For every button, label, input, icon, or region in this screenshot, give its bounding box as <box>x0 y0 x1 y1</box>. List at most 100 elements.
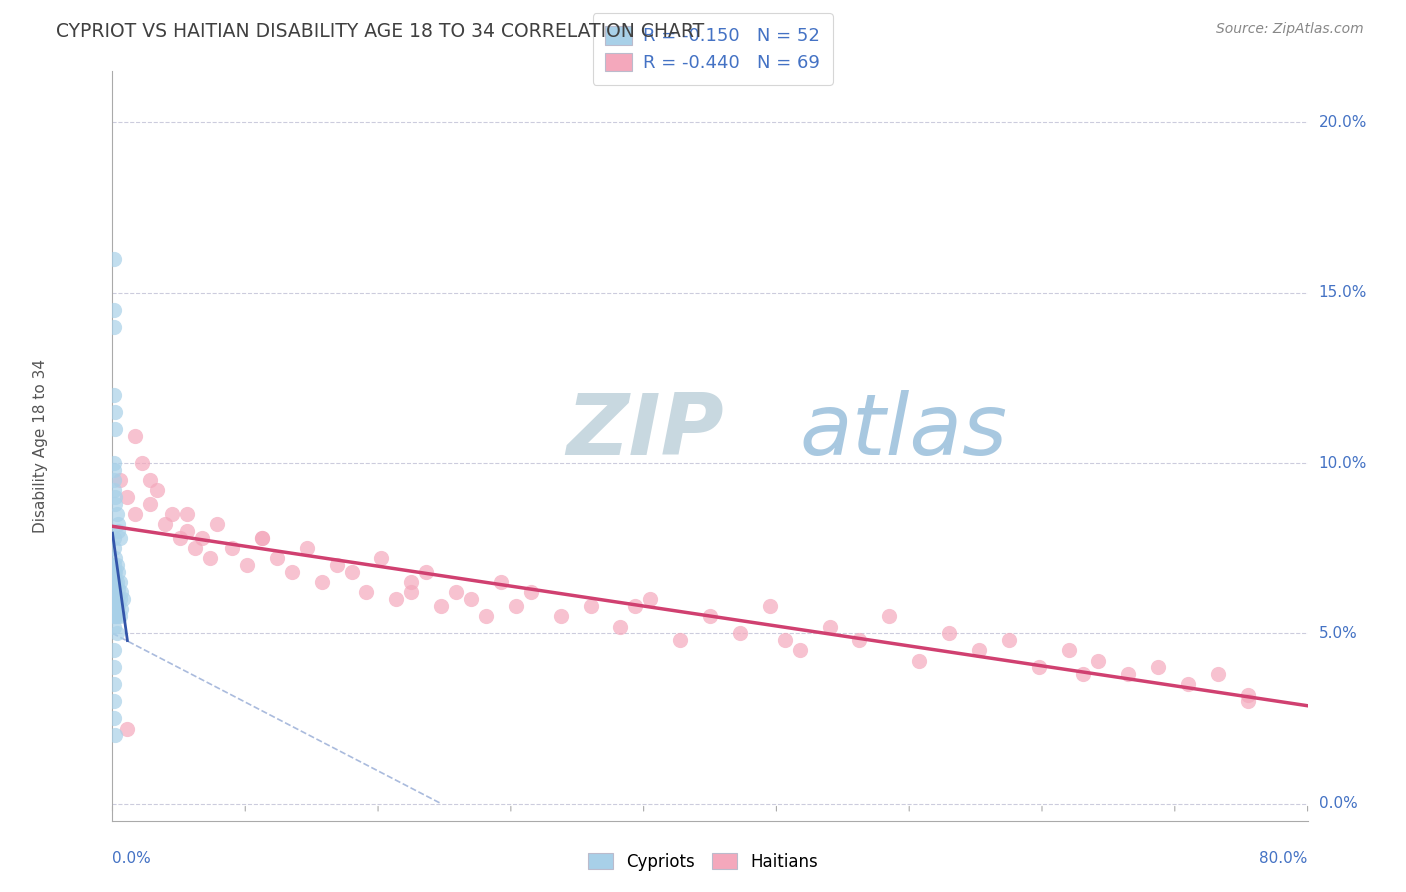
Point <box>103 388 125 402</box>
Point <box>520 585 543 599</box>
Point <box>789 643 811 657</box>
Point <box>110 602 132 616</box>
Point <box>103 473 125 487</box>
Point <box>104 599 127 613</box>
Point <box>579 599 602 613</box>
Point <box>117 490 139 504</box>
Point <box>104 729 127 743</box>
Point <box>124 429 146 443</box>
Point <box>183 541 205 556</box>
Point <box>103 619 125 633</box>
Point <box>104 609 127 624</box>
Point <box>370 551 392 566</box>
Point <box>105 558 128 573</box>
Point <box>104 551 127 566</box>
Point <box>103 609 125 624</box>
Point <box>104 565 127 579</box>
Point <box>103 456 125 470</box>
Point <box>415 565 437 579</box>
Point <box>108 575 131 590</box>
Point <box>325 558 347 573</box>
Point <box>105 507 128 521</box>
Point <box>1118 667 1140 681</box>
Point <box>124 507 146 521</box>
Point <box>250 531 273 545</box>
Point <box>104 575 127 590</box>
Point <box>108 592 131 607</box>
Point <box>609 619 631 633</box>
Point <box>430 599 453 613</box>
Point <box>198 551 221 566</box>
Point <box>105 609 128 624</box>
Text: Source: ZipAtlas.com: Source: ZipAtlas.com <box>1216 22 1364 37</box>
Text: ZIP: ZIP <box>567 390 724 473</box>
Point <box>550 609 572 624</box>
Point <box>103 302 125 317</box>
Legend: R = -0.150   N = 52, R = -0.440   N = 69: R = -0.150 N = 52, R = -0.440 N = 69 <box>592 13 832 85</box>
Point <box>340 565 363 579</box>
Point <box>146 483 169 498</box>
Point <box>759 599 782 613</box>
Point <box>938 626 960 640</box>
Point <box>505 599 527 613</box>
Point <box>1028 660 1050 674</box>
Point <box>103 483 125 498</box>
Point <box>105 592 128 607</box>
Point <box>1237 688 1260 702</box>
Point <box>103 575 125 590</box>
Point <box>236 558 259 573</box>
Point <box>103 677 125 691</box>
Point <box>103 319 125 334</box>
Point <box>103 694 125 708</box>
Point <box>998 633 1021 648</box>
Point <box>131 456 153 470</box>
Point <box>176 524 198 538</box>
Point <box>107 517 129 532</box>
Point <box>103 252 125 266</box>
Point <box>669 633 692 648</box>
Point <box>110 585 132 599</box>
Point <box>1206 667 1229 681</box>
Point <box>401 575 423 590</box>
Point <box>281 565 304 579</box>
Text: 0.0%: 0.0% <box>112 851 152 866</box>
Point <box>460 592 482 607</box>
Text: 80.0%: 80.0% <box>1260 851 1308 866</box>
Point <box>176 507 198 521</box>
Point <box>1177 677 1199 691</box>
Point <box>1237 694 1260 708</box>
Point <box>162 507 183 521</box>
Point <box>444 585 467 599</box>
Point <box>107 565 129 579</box>
Point <box>295 541 318 556</box>
Point <box>818 619 841 633</box>
Point <box>104 490 127 504</box>
Point <box>640 592 662 607</box>
Point <box>699 609 721 624</box>
Point <box>624 599 647 613</box>
Legend: Cypriots, Haitians: Cypriots, Haitians <box>579 845 827 880</box>
Point <box>475 609 498 624</box>
Point <box>1147 660 1170 674</box>
Point <box>108 473 131 487</box>
Text: atlas: atlas <box>800 390 1008 473</box>
Point <box>967 643 990 657</box>
Point <box>104 405 127 419</box>
Point <box>103 599 125 613</box>
Point <box>104 422 127 436</box>
Point <box>205 517 228 532</box>
Point <box>104 585 127 599</box>
Point <box>221 541 243 556</box>
Point <box>103 660 125 674</box>
Point <box>169 531 191 545</box>
Point <box>489 575 512 590</box>
Point <box>153 517 176 532</box>
Point <box>107 582 129 596</box>
Point <box>1073 667 1095 681</box>
Point <box>103 582 125 596</box>
Point <box>117 722 139 736</box>
Text: 5.0%: 5.0% <box>1319 626 1357 640</box>
Point <box>103 711 125 725</box>
Point <box>103 531 125 545</box>
Text: 10.0%: 10.0% <box>1319 456 1367 470</box>
